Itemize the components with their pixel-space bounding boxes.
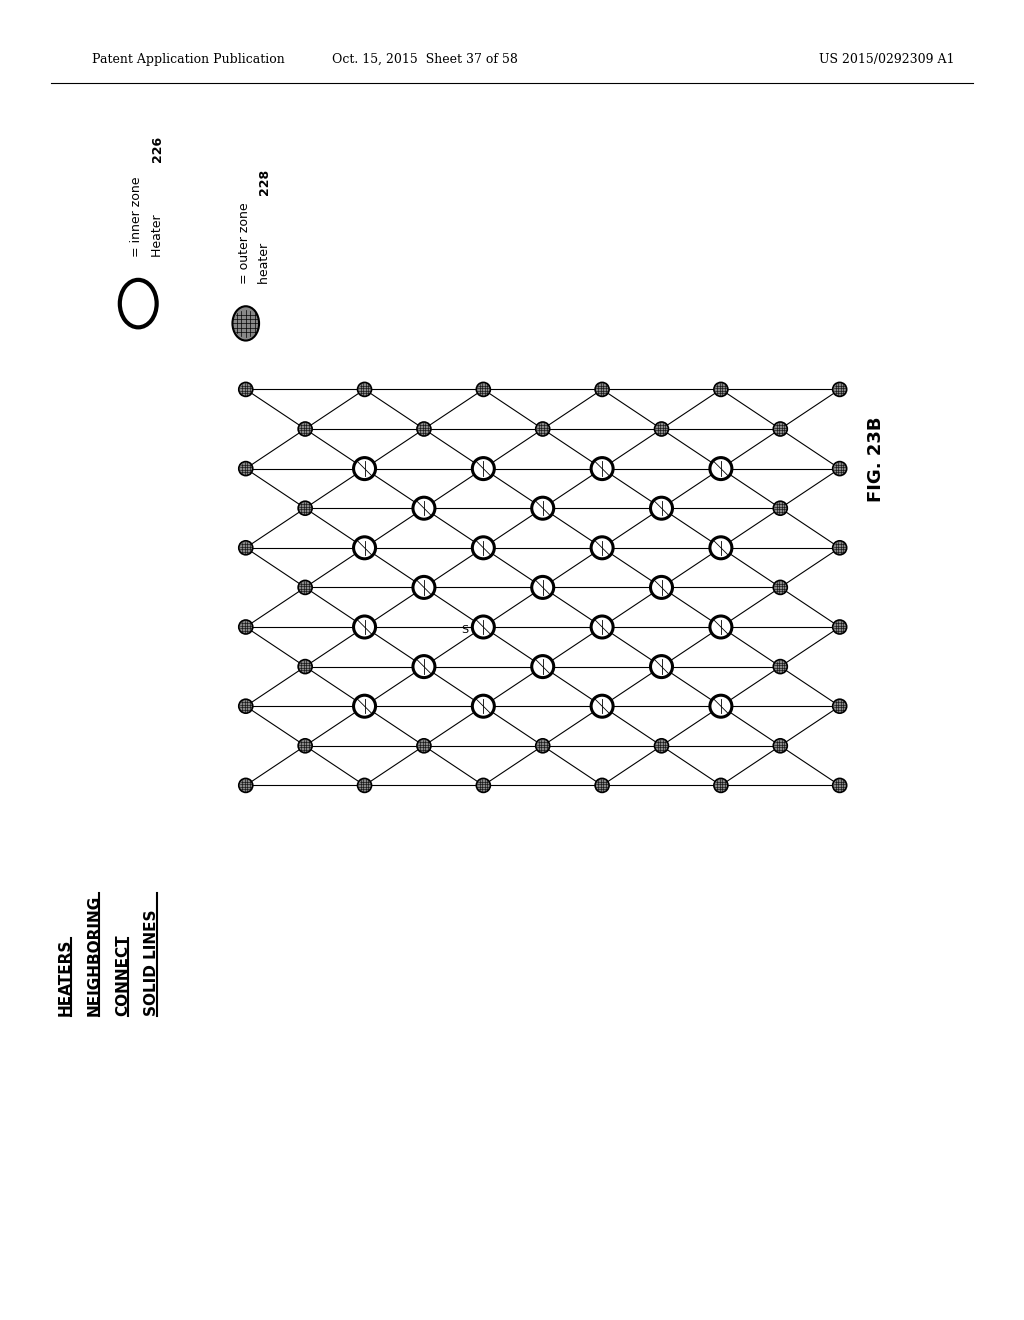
Text: Heater: Heater [151, 211, 164, 257]
Text: US 2015/0292309 A1: US 2015/0292309 A1 [819, 53, 954, 66]
Ellipse shape [476, 383, 490, 396]
Ellipse shape [650, 656, 673, 677]
Ellipse shape [591, 458, 613, 479]
Ellipse shape [353, 616, 376, 638]
Ellipse shape [239, 541, 253, 554]
Text: = outer zone: = outer zone [238, 202, 251, 284]
Text: Patent Application Publication: Patent Application Publication [92, 53, 285, 66]
Ellipse shape [591, 696, 613, 717]
Ellipse shape [476, 779, 490, 792]
Ellipse shape [353, 537, 376, 558]
Text: FIG. 23B: FIG. 23B [866, 416, 885, 502]
Ellipse shape [654, 739, 669, 752]
Ellipse shape [353, 696, 376, 717]
Ellipse shape [773, 422, 787, 436]
Ellipse shape [833, 383, 847, 396]
Ellipse shape [591, 537, 613, 558]
Ellipse shape [710, 458, 732, 479]
Ellipse shape [357, 383, 372, 396]
Circle shape [120, 280, 157, 327]
Ellipse shape [531, 498, 554, 519]
Text: 226: 226 [151, 136, 164, 162]
Text: NEIGHBORING: NEIGHBORING [86, 895, 101, 1016]
Ellipse shape [773, 660, 787, 673]
Ellipse shape [591, 616, 613, 638]
Text: CONNECT: CONNECT [115, 935, 130, 1016]
Ellipse shape [773, 739, 787, 752]
Ellipse shape [239, 462, 253, 475]
Ellipse shape [472, 537, 495, 558]
Text: S: S [462, 624, 468, 635]
Ellipse shape [239, 779, 253, 792]
Text: 228: 228 [258, 169, 271, 195]
Ellipse shape [714, 383, 728, 396]
Ellipse shape [298, 739, 312, 752]
Ellipse shape [472, 616, 495, 638]
Ellipse shape [710, 616, 732, 638]
Text: = inner zone: = inner zone [130, 177, 143, 257]
Text: HEATERS: HEATERS [57, 939, 73, 1016]
Ellipse shape [298, 422, 312, 436]
Text: SOLID LINES: SOLID LINES [143, 909, 159, 1016]
Ellipse shape [357, 779, 372, 792]
Ellipse shape [239, 383, 253, 396]
Ellipse shape [417, 739, 431, 752]
Ellipse shape [833, 462, 847, 475]
Circle shape [232, 306, 259, 341]
Ellipse shape [833, 541, 847, 554]
Ellipse shape [413, 577, 435, 598]
Ellipse shape [239, 700, 253, 713]
Ellipse shape [298, 660, 312, 673]
Ellipse shape [650, 498, 673, 519]
Ellipse shape [472, 696, 495, 717]
Ellipse shape [654, 422, 669, 436]
Ellipse shape [833, 779, 847, 792]
Ellipse shape [417, 422, 431, 436]
Ellipse shape [650, 577, 673, 598]
Ellipse shape [595, 779, 609, 792]
Ellipse shape [413, 498, 435, 519]
Ellipse shape [536, 739, 550, 752]
Ellipse shape [298, 502, 312, 515]
Ellipse shape [595, 383, 609, 396]
Ellipse shape [833, 620, 847, 634]
Ellipse shape [413, 656, 435, 677]
Ellipse shape [531, 656, 554, 677]
Text: Oct. 15, 2015  Sheet 37 of 58: Oct. 15, 2015 Sheet 37 of 58 [332, 53, 518, 66]
Ellipse shape [353, 458, 376, 479]
Ellipse shape [531, 577, 554, 598]
Ellipse shape [710, 537, 732, 558]
Ellipse shape [536, 422, 550, 436]
Ellipse shape [239, 620, 253, 634]
Text: heater: heater [258, 239, 271, 284]
Ellipse shape [472, 458, 495, 479]
Ellipse shape [833, 700, 847, 713]
Ellipse shape [773, 502, 787, 515]
Ellipse shape [714, 779, 728, 792]
Ellipse shape [773, 581, 787, 594]
Ellipse shape [710, 696, 732, 717]
Ellipse shape [298, 581, 312, 594]
